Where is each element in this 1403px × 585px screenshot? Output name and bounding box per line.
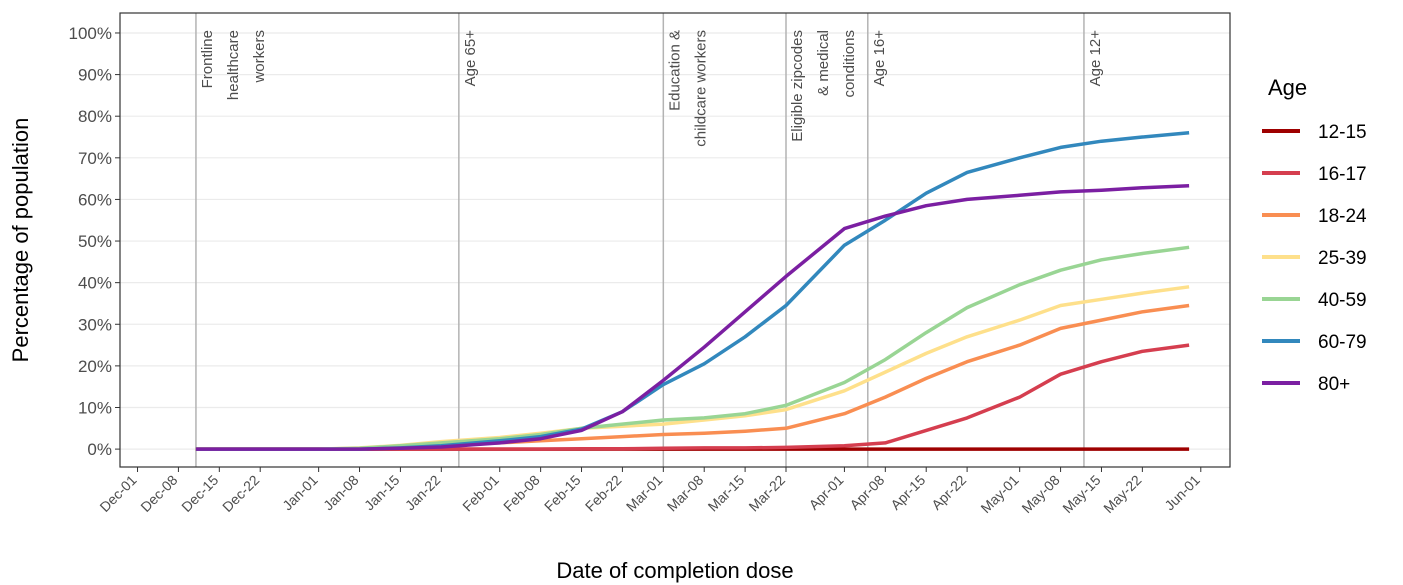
y-tick-label: 80%: [78, 107, 112, 126]
y-tick-label: 10%: [78, 398, 112, 417]
series-line: [195, 131, 1190, 451]
y-tick-label: 40%: [78, 274, 112, 293]
x-tick-label: May-01: [977, 472, 1021, 516]
y-tick-label: 90%: [78, 66, 112, 85]
x-tick-label: Apr-15: [887, 472, 928, 513]
milestone-label: conditions: [841, 30, 858, 98]
milestone-label: workers: [251, 30, 268, 84]
series-line: [195, 183, 1190, 451]
x-axis-title: Date of completion dose: [556, 558, 793, 583]
x-tick-label: Mar-08: [664, 472, 707, 515]
y-tick-label: 30%: [78, 315, 112, 334]
milestone-label: Age 12+: [1087, 30, 1104, 87]
x-tick-label: May-15: [1059, 472, 1103, 516]
legend-label: 16-17: [1318, 164, 1367, 185]
x-tick-label: Dec-22: [219, 472, 262, 515]
legend-label: 80+: [1318, 374, 1350, 395]
legend-title: Age: [1268, 75, 1307, 100]
legend-label: 60-79: [1318, 332, 1367, 353]
y-tick-label: 100%: [69, 24, 112, 43]
milestone-label: & medical: [815, 30, 832, 96]
x-tick-label: Apr-01: [806, 472, 847, 513]
panel-border: [119, 12, 1231, 468]
x-tick-label: Dec-15: [178, 472, 221, 515]
series-line: [195, 245, 1190, 451]
x-tick-label: Mar-15: [705, 472, 748, 515]
milestone-label: Age 16+: [871, 30, 888, 87]
x-tick-label: Dec-08: [137, 472, 180, 515]
x-tick-label: Jun-01: [1161, 472, 1203, 514]
x-tick-label: Feb-01: [459, 472, 502, 515]
x-tick-label: May-08: [1018, 472, 1062, 516]
x-tick-label: Feb-15: [541, 472, 584, 515]
x-tick-label: Apr-22: [928, 472, 969, 513]
milestone-label: Age 65+: [462, 30, 479, 87]
x-tick-label: Mar-01: [623, 472, 666, 515]
milestone-label: Education &: [666, 30, 683, 111]
milestone-label: Frontline: [199, 30, 216, 88]
legend-label: 25-39: [1318, 248, 1367, 269]
y-tick-label: 50%: [78, 232, 112, 251]
y-axis-title: Percentage of population: [8, 118, 33, 363]
x-tick-label: Mar-22: [745, 472, 788, 515]
series-line: [195, 303, 1190, 451]
milestone-label: Eligible zipcodes: [789, 30, 806, 142]
milestone-label: childcare workers: [692, 30, 709, 147]
x-tick-label: Feb-22: [582, 472, 625, 515]
y-tick-label: 60%: [78, 190, 112, 209]
x-tick-label: Dec-01: [96, 472, 139, 515]
x-tick-label: Feb-08: [500, 472, 543, 515]
x-tick-label: Apr-08: [846, 472, 887, 513]
milestone-label: healthcare: [225, 30, 242, 100]
y-tick-label: 0%: [87, 440, 112, 459]
x-tick-label: Jan-08: [320, 472, 362, 514]
y-tick-label: 20%: [78, 357, 112, 376]
x-tick-label: Jan-22: [402, 472, 444, 514]
legend-label: 18-24: [1318, 206, 1367, 227]
legend-label: 12-15: [1318, 122, 1367, 143]
y-tick-label: 70%: [78, 149, 112, 168]
x-tick-label: Jan-15: [361, 472, 403, 514]
x-tick-label: May-22: [1100, 472, 1144, 516]
legend-label: 40-59: [1318, 290, 1367, 311]
x-tick-label: Jan-01: [279, 472, 321, 514]
